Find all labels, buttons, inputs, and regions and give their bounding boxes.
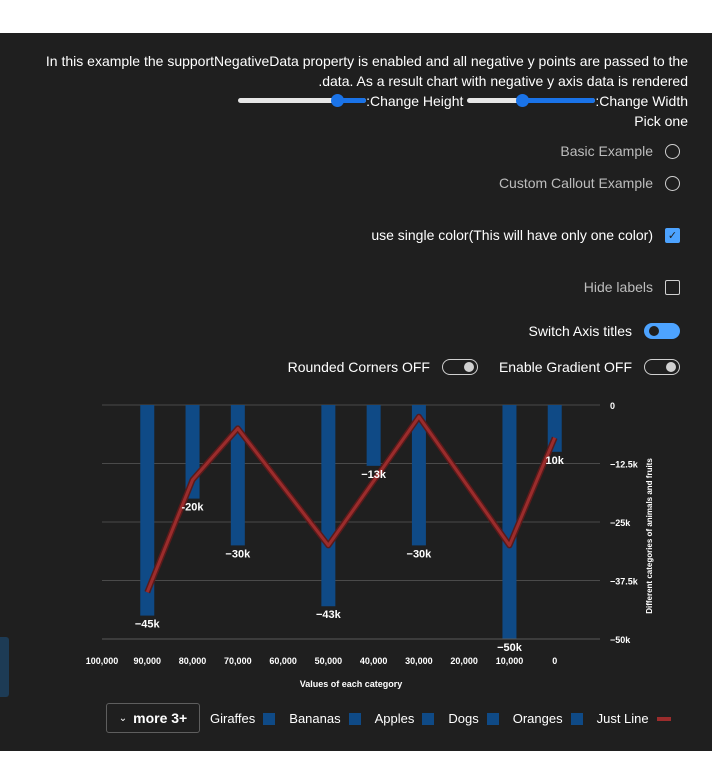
y-tick-label: −12.5k (610, 460, 639, 470)
x-tick-label: 10,000 (496, 656, 524, 666)
bar-data-label: −45k (135, 619, 161, 631)
x-tick-label: 20,000 (450, 656, 478, 666)
legend-line-swatch (656, 716, 671, 721)
negative-bar-chart: 0 −12.5k −25k −37.5k −50k −45k -20k −30k −43k −13… (86, 401, 654, 689)
legend-more-button[interactable]: ⌄ more 3+ (106, 703, 200, 733)
legend-color-swatch (486, 712, 499, 725)
x-tick-label: 60,000 (269, 656, 297, 666)
description-text: In this example the supportNegativeData … (45, 53, 688, 89)
radio-custom-callout[interactable]: Custom Callout Example (499, 175, 680, 191)
size-sliders: :Change Height :Change Width (238, 91, 688, 111)
legend-item[interactable]: Oranges (513, 711, 583, 726)
x-tick-label: 50,000 (315, 656, 343, 666)
rounded-corners-label: Rounded Corners OFF (287, 359, 430, 375)
height-slider-label: :Change Height (366, 93, 464, 109)
x-tick-label: 0 (552, 656, 557, 666)
single-color-checkbox[interactable]: ✓ (665, 227, 680, 243)
bar-data-label: −30k (225, 548, 251, 560)
enable-gradient-option[interactable]: Enable Gradient OFF (499, 359, 680, 375)
chevron-down-icon: ⌄ (118, 712, 128, 724)
x-tick-label: 40,000 (360, 656, 388, 666)
height-slider[interactable] (238, 91, 367, 111)
enable-gradient-toggle[interactable] (644, 359, 680, 375)
legend-item[interactable]: Apples (375, 711, 435, 726)
bar-data-label: −50k (497, 642, 523, 654)
hide-labels-label: Hide labels (583, 279, 653, 295)
y-tick-label: −50k (610, 635, 631, 645)
x-axis-title: Values of each category (300, 679, 403, 689)
single-color-label: use single color(This will have only one… (371, 227, 653, 243)
bar (140, 405, 155, 616)
line-series (145, 415, 557, 593)
height-slider-thumb[interactable] (330, 94, 344, 107)
legend-item-label: Bananas (289, 711, 341, 726)
bar-data-label: -20k (182, 502, 205, 514)
legend-color-swatch (422, 712, 435, 725)
legend-item[interactable]: Bananas (289, 711, 361, 726)
radio-basic-example-circle[interactable] (665, 143, 680, 159)
x-tick-label: 90,000 (134, 656, 162, 666)
bar (230, 405, 245, 546)
y-tick-label: −25k (610, 518, 631, 528)
chart-demo-panel: In this example the supportNegativeData … (0, 33, 712, 751)
width-slider[interactable] (467, 91, 596, 111)
pick-one-label: Pick one (634, 113, 688, 129)
rounded-corners-option[interactable]: Rounded Corners OFF (288, 359, 478, 375)
bar-data-label: −43k (316, 609, 342, 621)
side-panel-tab[interactable] (0, 637, 9, 697)
legend-more-label: more 3+ (133, 710, 188, 726)
hide-labels-option[interactable]: Hide labels (584, 279, 680, 295)
x-tick-label: 70,000 (224, 656, 252, 666)
width-slider-thumb[interactable] (516, 94, 530, 107)
y-tick-label: 0 (610, 401, 615, 411)
legend-item-label: Apples (374, 711, 415, 726)
switch-axis-titles-option[interactable]: Switch Axis titles (529, 323, 680, 339)
width-slider-label: :Change Width (595, 93, 688, 109)
chart-legend: Giraffes Bananas Apples Dogs Oranges Just Lin… (210, 711, 685, 726)
bar (366, 405, 381, 466)
y-axis-title: Different categories of animals and frui… (645, 458, 654, 614)
radio-basic-example-label: Basic Example (560, 143, 653, 159)
switch-axis-titles-toggle[interactable] (644, 323, 680, 339)
line-series-outline (144, 413, 558, 594)
legend-item-label: Oranges (512, 711, 563, 726)
legend-item[interactable]: Giraffes (210, 711, 276, 726)
enable-gradient-label: Enable Gradient OFF (498, 359, 632, 375)
y-tick-label: −37.5k (610, 577, 639, 587)
check-icon: ✓ (667, 229, 678, 242)
bar-data-label: 10k (546, 455, 565, 467)
legend-item[interactable]: Just Line (597, 711, 671, 726)
rounded-corners-toggle[interactable] (442, 359, 478, 375)
radio-custom-callout-circle[interactable] (665, 175, 680, 191)
hide-labels-checkbox[interactable] (665, 279, 680, 295)
x-tick-label: 100,000 (86, 656, 119, 666)
legend-color-swatch (570, 712, 583, 725)
x-tick-label: 30,000 (405, 656, 433, 666)
x-tick-label: 80,000 (179, 656, 207, 666)
bar-data-label: −30k (407, 548, 433, 560)
radio-basic-example[interactable]: Basic Example (560, 143, 680, 159)
legend-color-swatch (263, 712, 276, 725)
radio-custom-callout-label: Custom Callout Example (498, 175, 653, 191)
legend-item-label: Giraffes (210, 711, 256, 726)
legend-item-label: Dogs (448, 711, 479, 726)
bar (411, 405, 426, 546)
switch-axis-titles-label: Switch Axis titles (528, 323, 632, 339)
bar-data-label: −13k (361, 469, 387, 481)
legend-item[interactable]: Dogs (448, 711, 499, 726)
bar (502, 405, 517, 639)
single-color-option[interactable]: use single color(This will have only one… (371, 227, 680, 243)
bar (321, 405, 336, 607)
legend-color-swatch (348, 712, 361, 725)
legend-item-label: Just Line (596, 711, 649, 726)
